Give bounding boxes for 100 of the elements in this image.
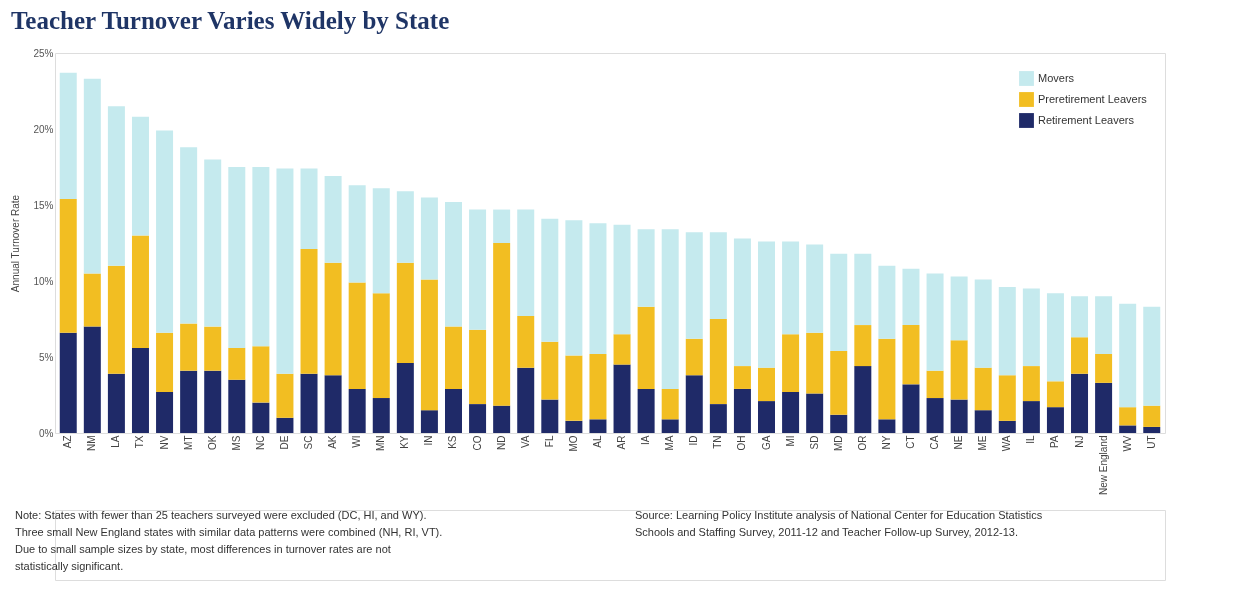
text: Note: States with fewer than 25 teachers surveyed were excluded (DC, HI, and WY). Three small New England states with similar data patterns were combined (NH, RI, VT). Due to small sample sizes by state, most differences in turnover rates are not statistically significant. xyxy=(15,509,443,572)
bar xyxy=(420,279,438,411)
bar xyxy=(1046,407,1064,433)
bar xyxy=(324,262,342,376)
bar xyxy=(637,229,655,307)
bar xyxy=(782,241,800,335)
bar xyxy=(709,319,727,405)
bar xyxy=(1119,425,1137,433)
x-tick-label: WA xyxy=(1001,435,1013,452)
bar xyxy=(1119,303,1137,408)
y-tick-label: 10% xyxy=(33,275,54,287)
bar xyxy=(517,367,535,433)
bar xyxy=(493,209,511,243)
bar xyxy=(59,198,77,333)
x-tick-label: AR xyxy=(616,435,628,450)
bar xyxy=(902,268,920,326)
bar xyxy=(902,384,920,433)
bar xyxy=(107,265,125,374)
bar xyxy=(107,106,125,266)
bar xyxy=(733,388,751,433)
bar xyxy=(420,197,438,280)
bar xyxy=(637,388,655,433)
bar xyxy=(950,399,968,433)
bar xyxy=(806,332,824,394)
bar xyxy=(589,419,607,433)
bar xyxy=(276,373,294,418)
bar xyxy=(613,224,631,335)
bar xyxy=(228,379,246,433)
bar xyxy=(324,176,342,263)
x-tick-label: WI xyxy=(351,435,363,448)
bar xyxy=(372,188,390,294)
x-tick-label: MI xyxy=(784,435,796,447)
legend-label: Movers xyxy=(1038,71,1075,84)
x-tick-label: LA xyxy=(110,435,122,448)
chart-title: Teacher Turnover Varies Widely by State xyxy=(10,7,450,34)
bar xyxy=(878,265,896,339)
bar xyxy=(59,332,77,433)
bar xyxy=(685,338,703,376)
bar xyxy=(131,347,149,433)
x-tick-label: NC xyxy=(254,435,266,450)
bar xyxy=(541,218,559,342)
bar xyxy=(758,241,776,368)
bar xyxy=(228,167,246,348)
x-tick-label: AZ xyxy=(62,435,74,449)
bar xyxy=(782,391,800,433)
x-tick-label: IL xyxy=(1025,435,1037,444)
bar xyxy=(998,375,1016,421)
bar xyxy=(806,244,824,333)
bar xyxy=(830,414,848,433)
x-tick-label: TN xyxy=(712,435,724,449)
bar xyxy=(926,370,944,399)
bar xyxy=(541,399,559,433)
bar xyxy=(974,279,992,368)
bar xyxy=(107,373,125,433)
bar xyxy=(974,410,992,433)
y-tick-label: 5% xyxy=(39,351,54,363)
bar xyxy=(661,419,679,433)
x-tick-label: SD xyxy=(808,435,820,450)
bar xyxy=(348,388,366,433)
bar xyxy=(180,323,198,371)
bar xyxy=(565,355,583,421)
bar xyxy=(854,366,872,433)
x-tick-label: CA xyxy=(929,435,941,450)
x-tick-label: AL xyxy=(591,435,603,448)
bar xyxy=(228,347,246,380)
x-tick-label: NE xyxy=(953,435,965,450)
bar xyxy=(1095,382,1113,433)
x-tick-label: VA xyxy=(519,435,531,449)
bar xyxy=(493,405,511,433)
bar xyxy=(685,232,703,339)
x-tick-label: ID xyxy=(688,435,700,446)
y-axis-title: Annual Turnover Rate xyxy=(10,194,22,293)
x-tick-label: ME xyxy=(977,435,989,451)
bar xyxy=(1071,373,1089,433)
bar xyxy=(613,364,631,433)
bar xyxy=(204,159,222,327)
bar xyxy=(204,326,222,371)
x-tick-label: OR xyxy=(856,435,868,451)
legend-label: Retirement Leavers xyxy=(1038,113,1135,126)
x-tick-label: CO xyxy=(471,435,483,451)
bar xyxy=(758,401,776,433)
x-tick-label: MS xyxy=(230,435,242,451)
bar xyxy=(348,282,366,389)
bar xyxy=(372,293,390,399)
bar xyxy=(300,373,318,433)
bar xyxy=(444,388,462,433)
x-tick-label: NV xyxy=(158,435,170,450)
bar xyxy=(733,366,751,389)
x-tick-label: New England xyxy=(1097,435,1109,495)
bar xyxy=(156,391,174,433)
bar xyxy=(854,253,872,326)
bar xyxy=(83,78,101,274)
bar xyxy=(926,273,944,371)
bar xyxy=(469,329,487,405)
bar xyxy=(396,262,414,364)
bar xyxy=(131,235,149,348)
legend-label: Preretirement Leavers xyxy=(1038,92,1148,105)
y-tick-label: 0% xyxy=(39,427,54,439)
bar xyxy=(854,325,872,367)
bar xyxy=(758,367,776,402)
